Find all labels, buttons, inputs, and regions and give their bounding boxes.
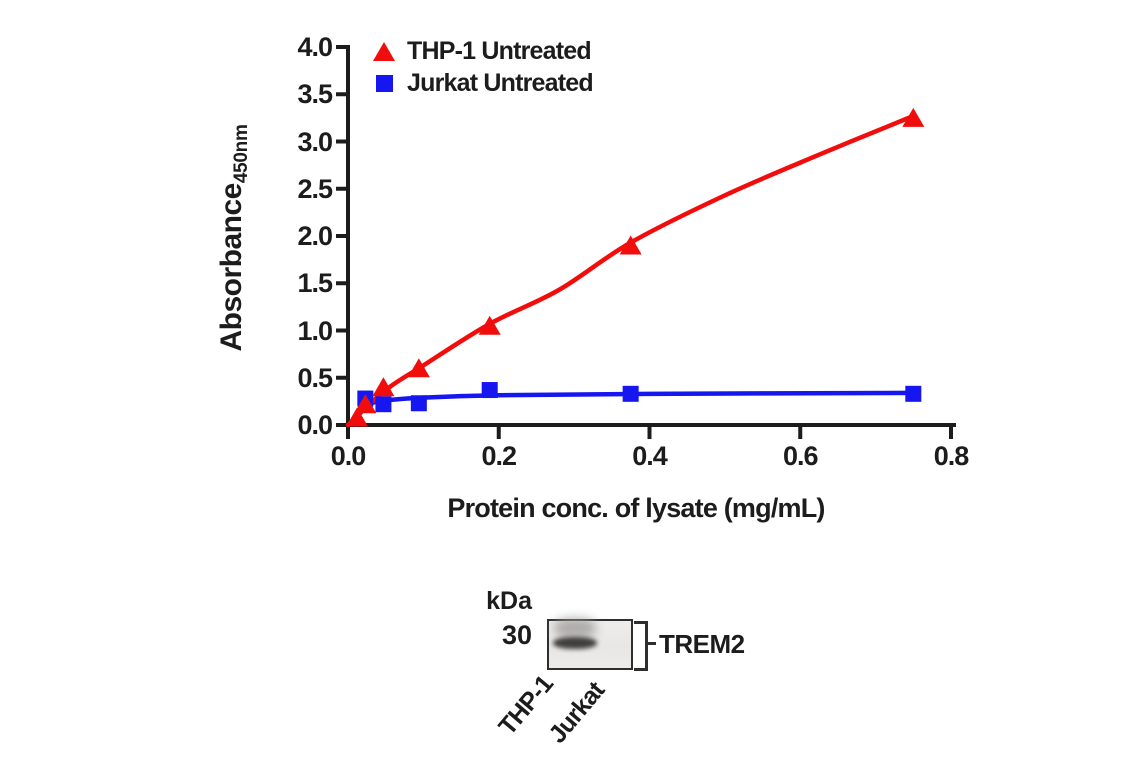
legend-item-thp1: THP-1 Untreated bbox=[371, 37, 593, 66]
x-tick-label: 0.8 bbox=[933, 441, 970, 471]
blot-kda-unit-label: kDa bbox=[486, 587, 532, 615]
legend-label-thp1: THP-1 Untreated bbox=[407, 37, 592, 65]
blot-kda-marker-30: 30 bbox=[501, 620, 532, 650]
data-point-triangle bbox=[354, 394, 377, 414]
data-point-square bbox=[622, 385, 639, 402]
legend-marker-box bbox=[371, 42, 397, 61]
data-point-square bbox=[410, 395, 427, 412]
blot-smear bbox=[554, 618, 596, 638]
data-point-triangle bbox=[478, 315, 501, 335]
y-tick-label: 0.0 bbox=[297, 410, 333, 440]
legend-item-jurkat: Jurkat Untreated bbox=[371, 69, 594, 98]
y-tick-label: 0.5 bbox=[297, 362, 333, 393]
data-point-triangle bbox=[407, 358, 430, 378]
data-point-square bbox=[375, 396, 392, 413]
y-tick-label: 2.5 bbox=[297, 173, 333, 204]
elisa-chart bbox=[336, 45, 956, 439]
legend-label-jurkat: Jurkat Untreated bbox=[407, 69, 594, 97]
y-tick-label: 3.5 bbox=[297, 79, 333, 110]
square-marker-icon bbox=[375, 75, 393, 92]
data-point-triangle bbox=[619, 235, 642, 255]
trem2-band-thp1-lane bbox=[553, 637, 597, 649]
blot-target-label: TREM2 bbox=[659, 629, 745, 659]
data-point-triangle bbox=[372, 377, 395, 397]
x-tick-label: 0.2 bbox=[481, 441, 517, 471]
y-tick-label: 1.0 bbox=[297, 315, 333, 346]
data-point-square bbox=[481, 382, 498, 399]
y-tick-label: 1.5 bbox=[297, 268, 333, 299]
legend-marker-box bbox=[371, 75, 397, 92]
blot-bracket bbox=[634, 621, 648, 671]
data-point-triangle bbox=[902, 107, 925, 127]
data-point-square bbox=[905, 385, 922, 402]
x-tick-label: 0.6 bbox=[782, 441, 819, 471]
axes-lines bbox=[346, 45, 956, 427]
data-point-triangle bbox=[346, 407, 369, 427]
y-tick-label: 3.0 bbox=[297, 126, 333, 157]
triangle-marker-icon bbox=[373, 42, 395, 61]
y-tick-label: 4.0 bbox=[297, 32, 333, 62]
western-blot-image bbox=[547, 618, 633, 670]
y-axis-title-text: Absorbance bbox=[215, 183, 248, 352]
x-tick-label: 0.0 bbox=[330, 441, 367, 471]
blot-bracket-tick bbox=[646, 642, 656, 645]
legend: THP-1 Untreated Jurkat Untreated bbox=[371, 37, 594, 101]
fit-curve-triangle bbox=[345, 113, 916, 428]
y-axis-title-subscript: 450nm bbox=[231, 124, 252, 184]
y-axis-title: Absorbance450nm bbox=[215, 88, 259, 388]
x-tick-label: 0.4 bbox=[632, 441, 668, 471]
y-tick-label: 2.0 bbox=[297, 221, 333, 251]
x-axis-title: Protein conc. of lysate (mg/mL) bbox=[447, 493, 825, 523]
